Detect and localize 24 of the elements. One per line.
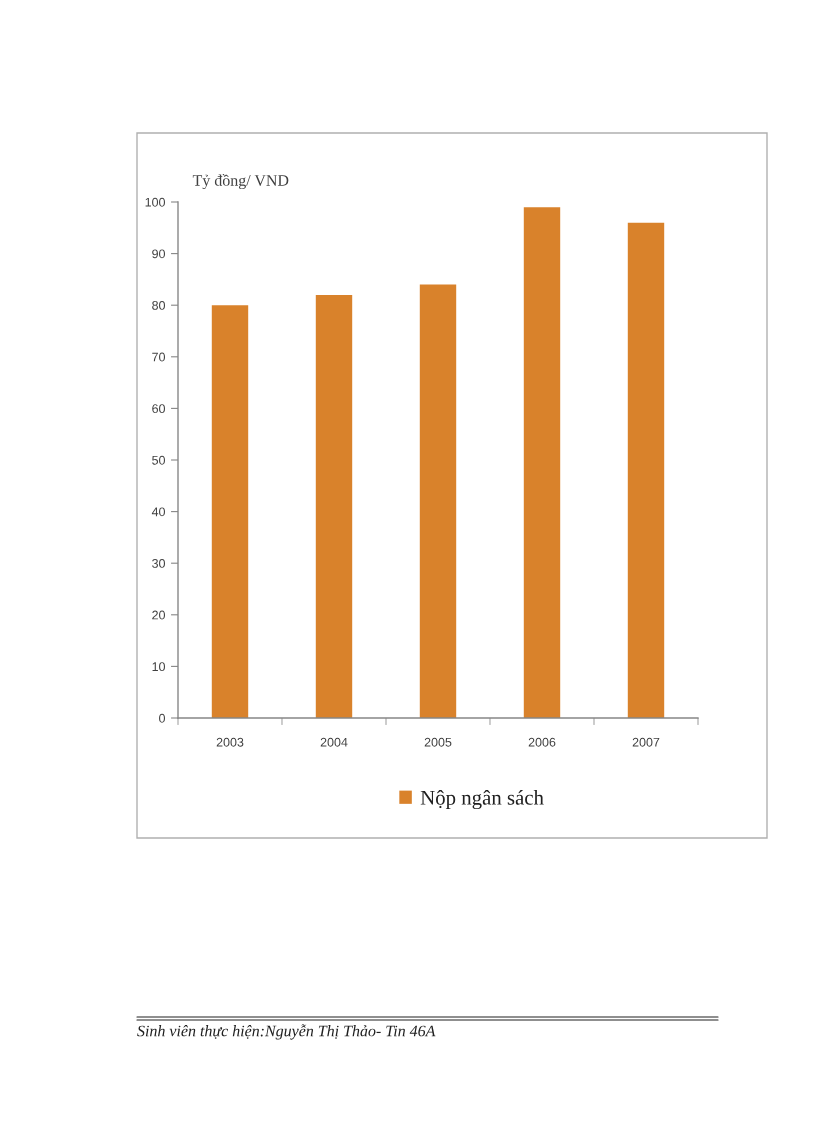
y-tick-label: 100	[145, 197, 166, 207]
bar	[523, 207, 561, 718]
y-tick-label: 30	[152, 559, 166, 568]
text: Sinh viên thực hiện:Nguyễn Thị Thảo- Tin 46A	[137, 1024, 436, 1040]
y-tick-label: 10	[152, 662, 166, 672]
x-tick-label: 2005	[424, 737, 452, 747]
y-tick-label: 0	[159, 713, 166, 723]
y-tick-label: 50	[152, 455, 166, 465]
y-tick-label: 20	[152, 610, 166, 620]
y-tick-label: 80	[152, 301, 166, 310]
x-tick-label: 2004	[320, 737, 348, 747]
bar	[211, 305, 249, 718]
x-tick-label: 2003	[216, 737, 244, 747]
y-tick-label: 90	[152, 249, 166, 259]
x-tick-label: 2006	[528, 737, 556, 747]
x-tick-label: 2007	[632, 737, 660, 747]
y-tick-label: 70	[152, 352, 166, 362]
legend-label: Nộp ngân sách	[420, 790, 544, 810]
bar	[419, 284, 457, 718]
bar	[627, 222, 665, 718]
y-axis-title: Tỷ đồng/ VND	[192, 174, 289, 190]
y-tick-label: 40	[151, 507, 166, 517]
y-tick-label: 60	[152, 404, 166, 414]
bar	[315, 294, 353, 718]
